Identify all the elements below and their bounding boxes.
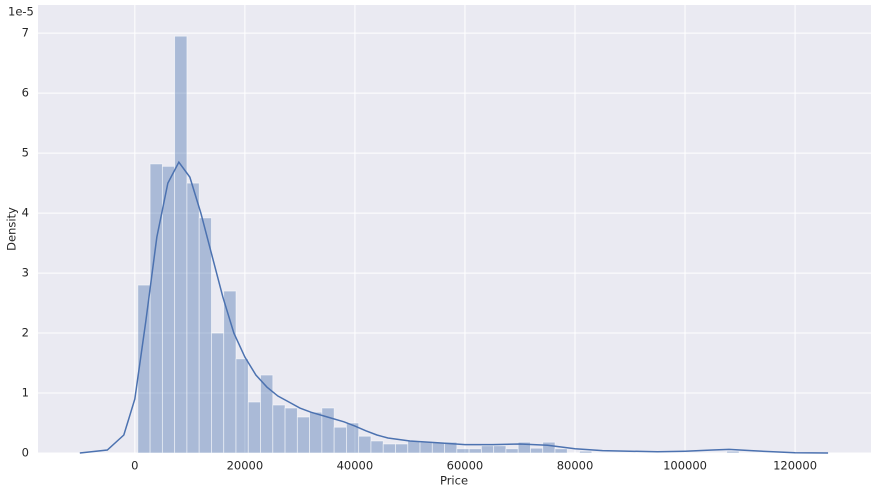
histogram-bar bbox=[198, 217, 212, 454]
y-axis-label: Density bbox=[5, 207, 19, 251]
y-tick-label: 3 bbox=[22, 266, 29, 280]
histogram-bar bbox=[726, 450, 740, 454]
histogram-bar bbox=[223, 290, 237, 454]
y-tick-label: 6 bbox=[22, 86, 29, 100]
histogram-bar bbox=[358, 435, 372, 454]
histogram-bar bbox=[247, 401, 261, 454]
x-tick-label: 120000 bbox=[773, 459, 817, 473]
histogram-bar bbox=[186, 182, 200, 454]
x-tick-label: 80000 bbox=[557, 459, 594, 473]
histogram-bar bbox=[530, 447, 544, 454]
x-tick-label: 0 bbox=[131, 459, 138, 473]
histogram-bar bbox=[505, 448, 519, 454]
histogram-bar bbox=[468, 448, 482, 454]
histogram-bar bbox=[395, 443, 409, 454]
histogram-bar bbox=[333, 426, 347, 454]
histogram-bar bbox=[444, 441, 458, 454]
y-offset-label: 1e-5 bbox=[8, 5, 34, 19]
y-tick-label: 5 bbox=[22, 146, 29, 160]
histogram-bar bbox=[419, 441, 433, 454]
histogram-bar bbox=[480, 445, 495, 454]
histogram-bar bbox=[579, 450, 593, 454]
x-tick-label: 40000 bbox=[337, 459, 374, 473]
histogram-bar bbox=[296, 416, 311, 454]
plot-background bbox=[38, 5, 871, 453]
x-tick-label: 60000 bbox=[447, 459, 484, 473]
histogram-bar bbox=[149, 163, 163, 454]
histogram-bar bbox=[382, 443, 396, 454]
x-tick-label: 100000 bbox=[663, 459, 707, 473]
histogram-bar bbox=[161, 165, 176, 454]
y-tick-label: 4 bbox=[22, 206, 29, 220]
histogram-bar bbox=[211, 332, 225, 454]
histogram-bar bbox=[407, 440, 421, 454]
histogram-bar bbox=[321, 407, 335, 454]
x-tick-label: 20000 bbox=[227, 459, 264, 473]
histogram-bar bbox=[517, 441, 531, 454]
histogram-bar bbox=[309, 411, 323, 454]
kde-line bbox=[79, 160, 829, 454]
y-tick-label: 0 bbox=[22, 446, 29, 460]
histogram-bar bbox=[235, 358, 249, 454]
histogram-bar bbox=[272, 404, 286, 454]
histogram-bar bbox=[284, 407, 298, 454]
histogram-bar bbox=[542, 441, 556, 454]
histogram-bar bbox=[456, 448, 470, 454]
y-tick-label: 1 bbox=[22, 386, 29, 400]
histogram-bar bbox=[493, 445, 507, 454]
histogram-bar bbox=[174, 35, 188, 454]
x-axis-label: Price bbox=[440, 474, 468, 488]
y-tick-label: 2 bbox=[22, 326, 29, 340]
histogram-bar bbox=[370, 440, 384, 454]
histogram-bar bbox=[554, 448, 568, 454]
y-tick-label: 7 bbox=[22, 26, 29, 40]
